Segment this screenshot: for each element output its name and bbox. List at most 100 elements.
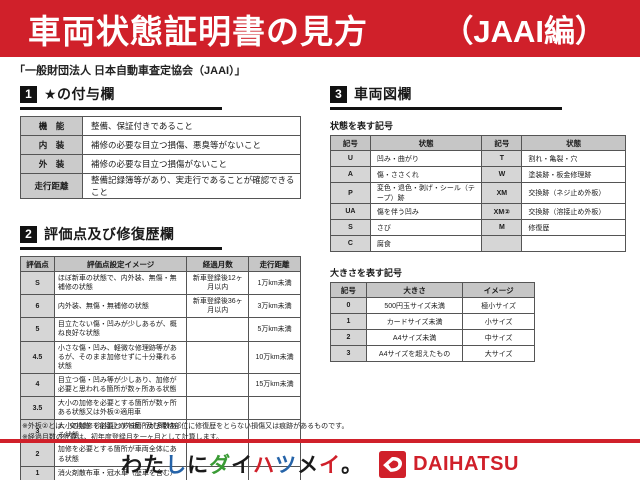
months-cell xyxy=(186,317,250,342)
condition-symbols-table: 記号 状態 記号 状態 U 凹み・曲がり T 割れ・亀裂・穴 xyxy=(330,135,626,252)
image-cell: 目立つ傷・凹み等が少しあり、加修が必要と思われる箇所が数ヶ所ある状態 xyxy=(53,372,188,398)
table-row: 外 装 補修の必要な目立つ損傷がないこと xyxy=(20,154,301,174)
table-header-row: 記号 大きさ イメージ xyxy=(330,282,535,298)
image-cell: ほぼ新車の状態で、内外装、無傷・無補修の状態 xyxy=(53,270,188,296)
symbol-cell: 1 xyxy=(330,313,367,330)
footnote-line2: ※経過月数の計算は、初年度登録月を一ヶ月として計算します。 xyxy=(22,434,223,442)
symbol-cell: UA xyxy=(330,203,371,220)
point-cell: 5 xyxy=(20,317,55,342)
state-cell: 割れ・亀裂・穴 xyxy=(521,150,626,167)
mileage-cell: 1万km未満 xyxy=(248,270,301,296)
right-column: 3 車両図欄 状態を表す記号 記号 状態 記号 状態 U 凹み・曲がり T xyxy=(330,84,626,362)
table-row: 0 500円玉サイズ未満 極小サイズ xyxy=(330,297,535,314)
left-column: 1 ★の付与欄 機 能 整備、保証付きであること 内 装 補修の必要な目立つ損傷… xyxy=(20,84,306,480)
table-row: 5 目立たない傷・凹みが少しあるが、概ね良好な状態 5万km未満 xyxy=(20,317,301,342)
symbol-cell: A xyxy=(330,166,371,183)
slogan-char: ハ xyxy=(253,454,276,477)
col-header-image: 評価点設定イメージ xyxy=(53,256,188,272)
state-cell: 腐食 xyxy=(369,235,483,252)
daihatsu-logo: DAIHATSU xyxy=(379,450,519,478)
image-cell: 加修を必要とする箇所が車両全体にある状態 xyxy=(53,442,188,467)
daihatsu-emblem-icon xyxy=(379,450,407,478)
title-banner: 車両状態証明書の見方 （JAAI編） xyxy=(0,0,640,57)
table-row: S さび M 修復歴 xyxy=(330,219,626,236)
slogan-text: わ た し に ダ イ ハ ツ メ イ 。 xyxy=(121,449,363,479)
page-title: 車両状態証明書の見方 xyxy=(28,12,368,50)
state-cell: 傷を伴う凹み xyxy=(369,203,483,220)
state-cell: 変色・退色・剥げ・シール（テープ）跡 xyxy=(369,182,483,204)
symbol-cell: 2 xyxy=(330,329,367,346)
criteria-label-cell: 機 能 xyxy=(20,116,83,136)
footer: わ た し に ダ イ ハ ツ メ イ 。 xyxy=(0,449,640,479)
table-row: 走行距離 整備記録簿等があり、実走行であることが確認できること xyxy=(20,173,301,199)
size-cell: 500円玉サイズ未満 xyxy=(365,297,464,314)
section1-title: ★の付与欄 xyxy=(44,86,116,102)
section1-number-badge: 1 xyxy=(20,85,37,103)
criteria-desc-cell: 補修の必要な目立つ損傷、悪臭等がないこと xyxy=(82,135,301,155)
page-edition: （JAAI編） xyxy=(442,14,606,49)
section3-header: 3 車両図欄 xyxy=(330,84,562,110)
table-row: C 腐食 xyxy=(330,235,626,252)
image-cell: 小さな傷・凹み、軽微な修理跡等があるが、そのまま加修せずに十分乗れる状態 xyxy=(53,340,188,374)
state-cell: 修復歴 xyxy=(521,219,626,236)
slogan-char: た xyxy=(143,454,166,477)
months-cell xyxy=(186,396,250,421)
col-header-symbol-right: 記号 xyxy=(481,135,523,151)
criteria-label-cell: 内 装 xyxy=(20,135,83,155)
condition-symbols-label: 状態を表す記号 xyxy=(330,121,394,131)
slogan-char: メ xyxy=(297,454,320,477)
point-cell: 4.5 xyxy=(20,340,55,374)
point-cell: 6 xyxy=(20,294,55,319)
footnote-line1: ※外板②とは、交換跡（溶接止め外板）及び骨格部位に修復歴をとらない損傷又は痕跡が… xyxy=(22,423,349,430)
slogan-char: ダ xyxy=(209,454,232,477)
months-cell xyxy=(186,442,250,467)
criteria-label-cell: 外 装 xyxy=(20,154,83,174)
table-row: A 傷・ささくれ W 塗装跡・板金修理跡 xyxy=(330,166,626,183)
state-cell: さび xyxy=(369,219,483,236)
table-row: 3.5 大小の加修を必要とする箇所が数ヶ所ある状態又は外板②適用車 xyxy=(20,396,301,421)
size-cell: カードサイズ未満 xyxy=(365,313,464,330)
mileage-cell: 15万km未満 xyxy=(248,372,301,398)
table-row: S ほぼ新車の状態で、内外装、無傷・無補修の状態 新車登録後12ヶ月以内 1万k… xyxy=(20,270,301,296)
col-header-image: イメージ xyxy=(462,282,535,298)
section3-title: 車両図欄 xyxy=(354,86,412,102)
table-header-row: 記号 状態 記号 状態 xyxy=(330,135,626,151)
size-image-cell: 大サイズ xyxy=(462,345,535,362)
months-cell: 新車登録後12ヶ月以内 xyxy=(186,270,250,296)
table-row: 4 目立つ傷・凹み等が少しあり、加修が必要と思われる箇所が数ヶ所ある状態 15万… xyxy=(20,372,301,398)
symbol-cell: 0 xyxy=(330,297,367,314)
state-cell: 塗装跡・板金修理跡 xyxy=(521,166,626,183)
point-cell: 2 xyxy=(20,442,55,467)
mileage-cell xyxy=(248,442,301,467)
mileage-cell: 5万km未満 xyxy=(248,317,301,342)
image-cell: 目立たない傷・凹みが少しあるが、概ね良好な状態 xyxy=(53,317,188,342)
size-image-cell: 極小サイズ xyxy=(462,297,535,314)
table-row: 3 A4サイズを超えたもの 大サイズ xyxy=(330,345,535,362)
col-header-point: 評価点 xyxy=(20,256,55,272)
slogan-char: 。 xyxy=(341,454,364,477)
symbol-cell: U xyxy=(330,150,371,167)
state-cell xyxy=(521,235,626,252)
criteria-desc-cell: 整備、保証付きであること xyxy=(82,116,301,136)
symbol-cell: W xyxy=(481,166,523,183)
section1-header: 1 ★の付与欄 xyxy=(20,84,222,110)
size-image-cell: 中サイズ xyxy=(462,329,535,346)
table-row: 1 カードサイズ未満 小サイズ xyxy=(330,313,535,330)
mileage-cell xyxy=(248,396,301,421)
slogan-char: わ xyxy=(121,454,144,477)
state-cell: 傷・ささくれ xyxy=(369,166,483,183)
symbol-cell: P xyxy=(330,182,371,204)
col-header-symbol: 記号 xyxy=(330,282,367,298)
col-header-symbol-left: 記号 xyxy=(330,135,371,151)
section2-header: 2 評価点及び修復歴欄 xyxy=(20,224,222,250)
size-cell: A4サイズ未満 xyxy=(365,329,464,346)
association-subtitle: 「一般財団法人 日本自動車査定協会（JAAI）」 xyxy=(14,65,246,77)
slogan-char: イ xyxy=(231,454,254,477)
table-row: 2 A4サイズ未満 中サイズ xyxy=(330,329,535,346)
col-header-mileage: 走行距離 xyxy=(248,256,301,272)
size-image-cell: 小サイズ xyxy=(462,313,535,330)
state-cell: 交換跡（ネジ止め外板） xyxy=(521,182,626,204)
col-header-state-right: 状態 xyxy=(521,135,626,151)
symbol-cell: M xyxy=(481,219,523,236)
